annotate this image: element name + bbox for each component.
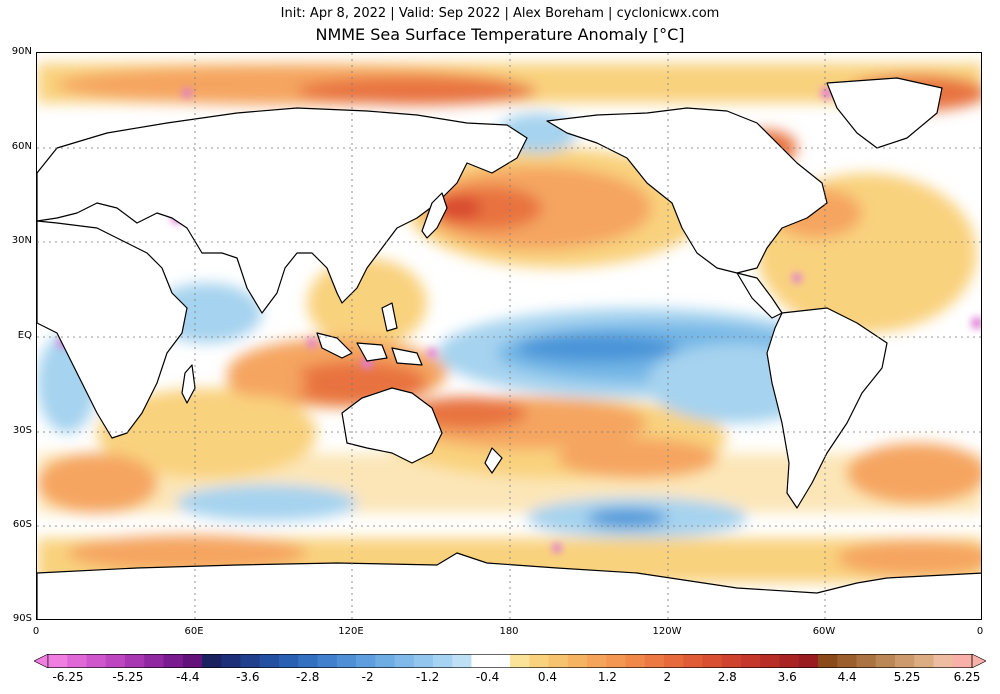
colorbar-cell — [394, 654, 415, 668]
lat-label: 90N — [11, 46, 32, 57]
lon-label: 120W — [652, 626, 682, 637]
colorbar-cell — [86, 654, 107, 668]
colorbar — [34, 654, 986, 668]
colorbar-tick-label: -3.6 — [236, 670, 260, 684]
colorbar-cell — [529, 654, 549, 668]
lon-label: 120E — [338, 626, 364, 637]
colorbar-cell — [567, 654, 588, 668]
lat-label: 60N — [11, 141, 32, 152]
colorbar-tick-label: -2.8 — [296, 670, 320, 684]
chart-title: NMME Sea Surface Temperature Anomaly [°C… — [315, 25, 685, 44]
colorbar-cell — [202, 654, 222, 668]
colorbar-cell — [433, 654, 453, 668]
colorbar-cell — [510, 654, 530, 668]
colorbar-tick-label: -0.4 — [475, 670, 500, 684]
colorbar-max-arrow — [971, 654, 986, 668]
colorbar-cell — [952, 654, 973, 668]
colorbar-cell — [259, 654, 280, 668]
colorbar-border — [47, 654, 973, 668]
colorbar-cell — [452, 654, 472, 668]
map-panel — [36, 52, 982, 620]
colorbar-cell — [587, 654, 607, 668]
colorbar-tick-label: -4.4 — [176, 670, 200, 684]
lat-label: 90S — [12, 613, 32, 624]
colorbar-cell — [664, 654, 684, 668]
colorbar-cell — [914, 654, 934, 668]
colorbar-cell — [336, 654, 357, 668]
sst-anomaly-map — [37, 53, 981, 619]
lon-label: 0 — [32, 626, 40, 637]
lat-label: 30S — [12, 425, 32, 436]
lon-label: 60E — [184, 626, 204, 637]
lon-label: 0 — [976, 626, 984, 637]
colorbar-cell — [125, 654, 145, 668]
colorbar-tick-label: 3.6 — [777, 670, 797, 684]
colorbar-cell — [760, 654, 780, 668]
colorbar-cell — [240, 654, 261, 668]
colorbar-cell — [606, 654, 626, 668]
colorbar-tick-label: 2 — [663, 670, 672, 684]
colorbar-cell — [856, 654, 877, 668]
colorbar-cell — [702, 654, 723, 668]
lat-label: EQ — [17, 330, 32, 341]
colorbar-cell — [683, 654, 703, 668]
colorbar-cell — [144, 654, 164, 668]
colorbar-cell — [875, 654, 896, 668]
colorbar-cell — [375, 654, 395, 668]
colorbar-cell — [105, 654, 126, 668]
colorbar-min-arrow — [34, 654, 49, 668]
colorbar-cell — [67, 654, 87, 668]
colorbar-tick-label: -6.25 — [52, 670, 84, 684]
colorbar-cell — [163, 654, 184, 668]
colorbar-tick-label: 2.8 — [717, 670, 737, 684]
colorbar-cell — [895, 654, 915, 668]
colorbar-cell — [625, 654, 646, 668]
lat-label: 60S — [12, 519, 32, 530]
colorbar-cell — [317, 654, 338, 668]
chart-subtitle: Init: Apr 8, 2022 | Valid: Sep 2022 | Al… — [280, 6, 720, 21]
land — [37, 77, 981, 619]
colorbar-tick-label: 6.25 — [953, 670, 981, 684]
lat-label: 30N — [11, 235, 32, 246]
colorbar-tick-label: 0.4 — [537, 670, 557, 684]
colorbar-cell — [221, 654, 241, 668]
lon-label: 180 — [499, 626, 519, 637]
colorbar-cell — [741, 654, 761, 668]
colorbar-cell — [471, 654, 492, 668]
colorbar-cell — [798, 654, 819, 668]
colorbar-cell — [548, 654, 569, 668]
graticule — [37, 53, 981, 619]
colorbar-cell — [279, 654, 299, 668]
colorbar-cell — [933, 654, 954, 668]
colorbar-cell — [48, 654, 68, 668]
colorbar-tick-label: 5.25 — [893, 670, 921, 684]
colorbar-cell — [182, 654, 203, 668]
colorbar-tick-label: -2 — [361, 670, 374, 684]
colorbar-cell — [837, 654, 857, 668]
colorbar-cell — [818, 654, 838, 668]
colorbar-tick-label: 4.4 — [837, 670, 857, 684]
colorbar-cell — [490, 654, 511, 668]
colorbar-cell — [413, 654, 434, 668]
colorbar-cell — [779, 654, 800, 668]
colorbar-cell — [721, 654, 742, 668]
colorbar-tick-label: -5.25 — [112, 670, 144, 684]
colorbar-cell — [356, 654, 376, 668]
colorbar-cell — [644, 654, 665, 668]
colorbar-tick-label: 1.2 — [597, 670, 617, 684]
colorbar-tick-label: -1.2 — [415, 670, 440, 684]
lon-label: 60W — [812, 626, 836, 637]
colorbar-cell — [298, 654, 318, 668]
